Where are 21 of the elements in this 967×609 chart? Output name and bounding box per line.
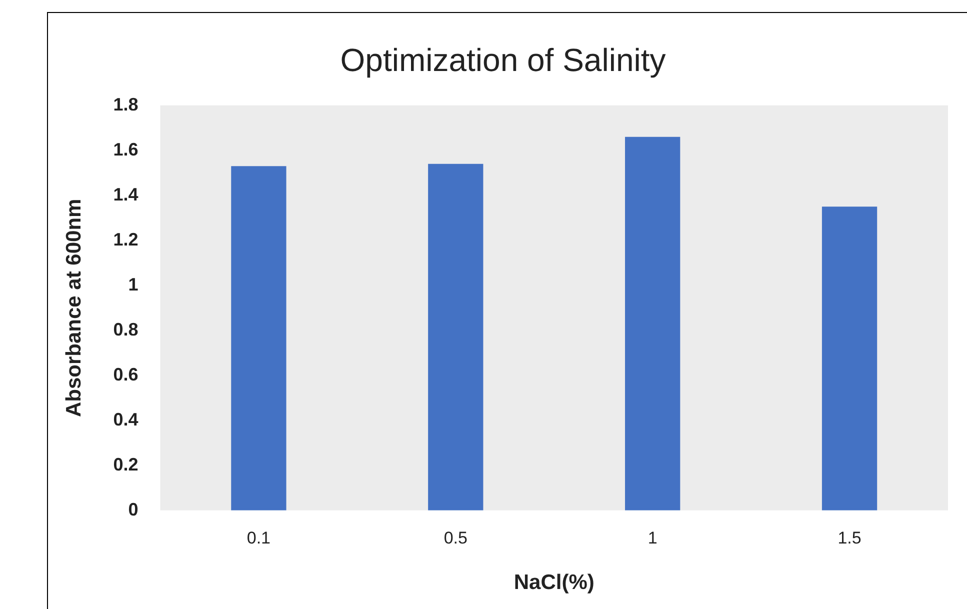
bar xyxy=(625,136,680,510)
y-tick-label: 1.8 xyxy=(113,94,138,114)
bar xyxy=(428,164,484,510)
x-axis-title: NaCl(%) xyxy=(514,571,594,594)
bar xyxy=(231,166,286,510)
y-tick-label: 1.6 xyxy=(113,139,138,160)
chart-title: Optimization of Salinity xyxy=(340,42,666,78)
x-tick-label: 1.5 xyxy=(838,528,862,548)
x-tick-label: 1 xyxy=(648,528,658,548)
y-axis-title: Absorbance at 600nm xyxy=(62,198,86,418)
y-tick-label: 1.4 xyxy=(113,184,138,204)
y-tick-label: 0.2 xyxy=(113,454,138,474)
y-tick-label: 1.2 xyxy=(113,229,138,250)
y-tick-label: 1 xyxy=(128,274,138,294)
y-tick-label: 0.4 xyxy=(113,409,138,430)
y-tick-label: 0.8 xyxy=(113,319,138,340)
x-tick-label: 0.5 xyxy=(444,528,468,548)
bar xyxy=(822,206,878,510)
y-tick-label: 0 xyxy=(128,499,138,520)
x-tick-label: 0.1 xyxy=(246,528,271,548)
y-tick-label: 0.6 xyxy=(113,364,138,384)
